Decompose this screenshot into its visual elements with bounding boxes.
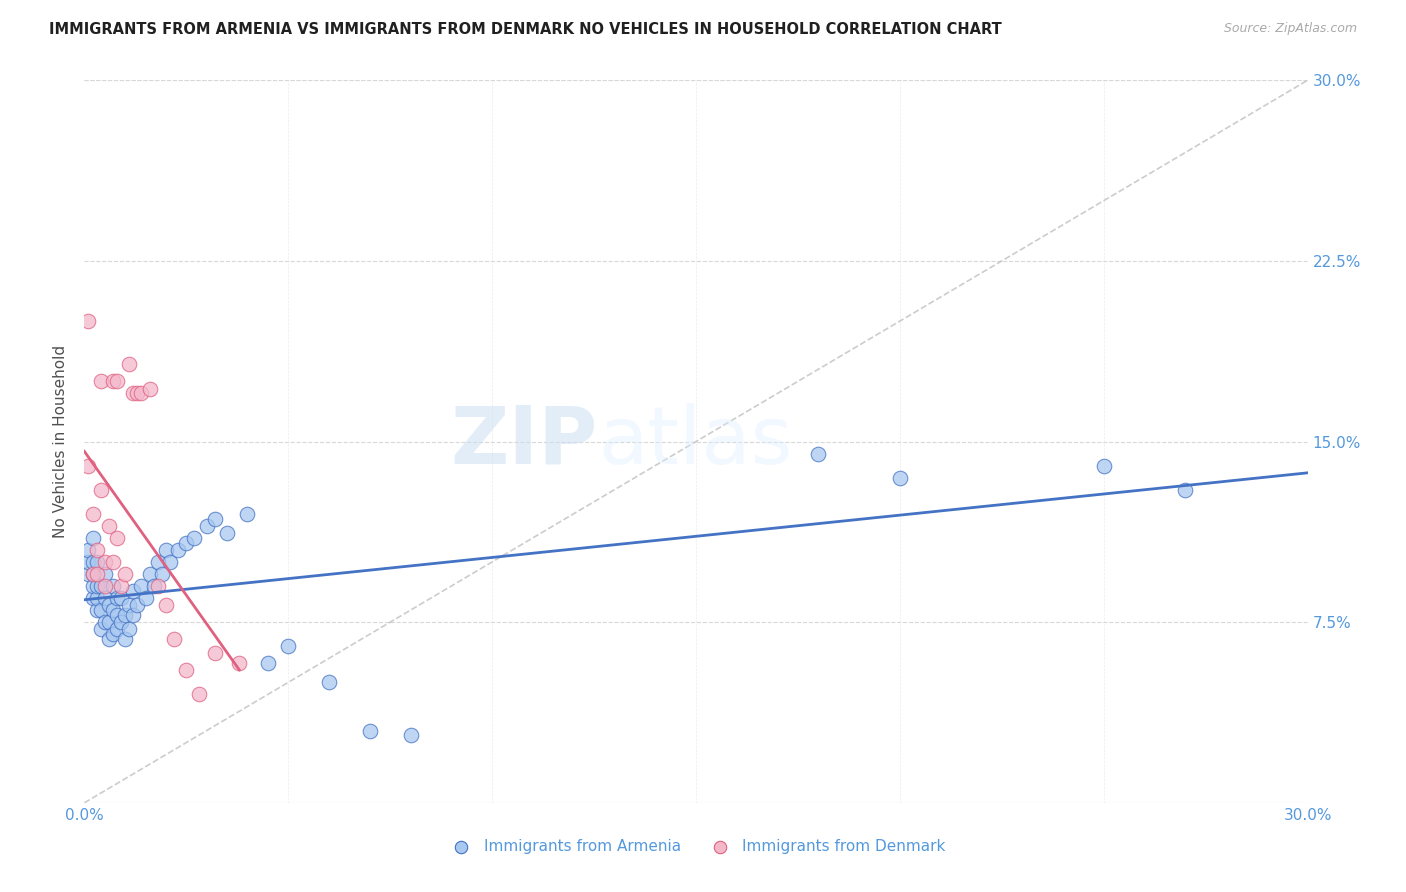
Point [86,603,108,617]
Point [257,656,280,670]
Point [167,542,190,557]
Point [82,591,104,605]
Point [122,386,145,401]
Point [114,567,136,582]
Point [146,579,169,593]
Point [110,591,132,605]
Point [114,632,136,646]
Point [1092,458,1115,473]
Point [93,591,115,605]
Point [118,358,141,372]
Point [114,607,136,622]
Point [135,591,157,605]
Point [204,511,226,525]
Y-axis label: No Vehicles in Household: No Vehicles in Household [53,345,69,538]
Point [174,664,197,678]
Point [86,567,108,582]
Point [90,603,112,617]
Point [101,555,124,569]
Point [90,623,112,637]
Point [82,555,104,569]
Point [97,615,120,630]
Point [105,374,128,388]
Point [127,599,149,613]
Point [93,579,115,593]
Point [236,507,259,521]
Point [105,591,128,605]
Text: ZIP: ZIP [451,402,598,481]
Point [127,386,149,401]
Point [138,567,160,582]
Point [163,632,186,646]
Point [86,591,108,605]
Point [101,579,124,593]
Point [82,567,104,582]
Point [86,579,108,593]
Point [77,458,100,473]
Point [101,603,124,617]
Point [110,615,132,630]
Point [359,723,381,738]
Point [1174,483,1197,497]
Point [105,607,128,622]
Point [318,675,340,690]
Point [77,542,100,557]
Point [217,526,239,541]
Point [105,623,128,637]
Point [187,687,209,701]
Point [105,531,128,545]
Legend: Immigrants from Armenia, Immigrants from Denmark: Immigrants from Armenia, Immigrants from… [440,833,952,860]
Point [146,555,169,569]
Point [118,599,141,613]
Point [155,542,177,557]
Point [142,579,165,593]
Point [82,567,104,582]
Point [82,579,104,593]
Point [82,507,104,521]
Point [228,656,250,670]
Point [90,374,112,388]
Point [86,542,108,557]
Point [97,632,120,646]
Point [97,518,120,533]
Point [118,623,141,637]
Point [77,555,100,569]
Point [90,483,112,497]
Text: IMMIGRANTS FROM ARMENIA VS IMMIGRANTS FROM DENMARK NO VEHICLES IN HOUSEHOLD CORR: IMMIGRANTS FROM ARMENIA VS IMMIGRANTS FR… [49,22,1002,37]
Point [131,579,153,593]
Point [90,579,112,593]
Point [131,386,153,401]
Point [889,470,911,484]
Point [122,583,145,598]
Point [110,579,132,593]
Point [159,555,181,569]
Point [122,607,145,622]
Point [150,567,173,582]
Point [93,615,115,630]
Point [93,567,115,582]
Point [204,647,226,661]
Point [399,728,422,742]
Point [97,599,120,613]
Point [77,567,100,582]
Point [138,382,160,396]
Point [93,555,115,569]
Text: Source: ZipAtlas.com: Source: ZipAtlas.com [1223,22,1357,36]
Point [807,446,830,460]
Point [101,627,124,641]
Point [77,314,100,328]
Point [101,374,124,388]
Point [155,599,177,613]
Point [82,531,104,545]
Point [277,639,299,653]
Point [183,531,205,545]
Point [174,535,197,549]
Point [86,555,108,569]
Text: atlas: atlas [598,402,793,481]
Point [195,518,218,533]
